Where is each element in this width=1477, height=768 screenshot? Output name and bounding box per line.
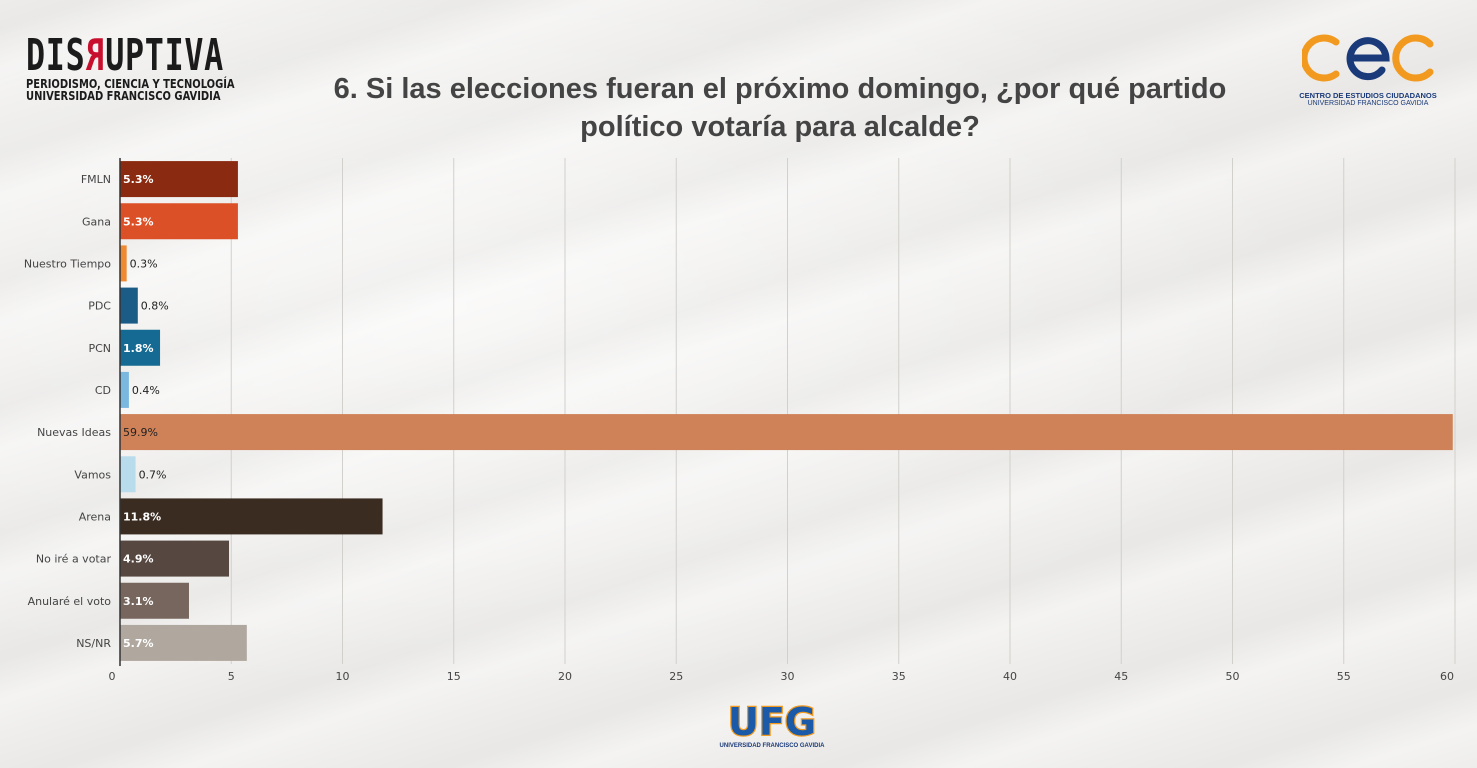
x-tick-label: 0 xyxy=(109,670,116,683)
x-tick-label: 35 xyxy=(892,670,906,683)
disruptiva-tagline: PERIODISMO, CIENCIA Y TECNOLOGÍA xyxy=(26,77,235,91)
x-tick-label: 5 xyxy=(228,670,235,683)
data-label: 0.8% xyxy=(141,300,169,313)
cec-logo-mark xyxy=(1300,34,1434,82)
x-tick-label: 55 xyxy=(1337,670,1351,683)
chart-title-line-1: 6. Si las elecciones fueran el próximo d… xyxy=(333,73,1227,105)
x-tick-label: 15 xyxy=(447,670,461,683)
category-label: Vamos xyxy=(74,468,111,481)
data-label: 5.3% xyxy=(123,173,154,186)
data-label: 59.9% xyxy=(123,426,158,439)
data-label: 4.9% xyxy=(123,553,154,566)
category-label: Anularé el voto xyxy=(28,595,112,608)
data-label: 5.3% xyxy=(123,215,154,228)
data-label: 3.1% xyxy=(123,595,154,608)
ufg-logo: UFG UNIVERSIDAD FRANCISCO GAVIDIA xyxy=(718,699,826,749)
x-tick-label: 50 xyxy=(1226,670,1240,683)
disruptiva-wordmark: DISRUPTIVA xyxy=(26,30,224,81)
ufg-logo-caption: UNIVERSIDAD FRANCISCO GAVIDIA xyxy=(719,743,825,749)
disruptiva-logo: DISRUPTIVA PERIODISMO, CIENCIA Y TECNOLO… xyxy=(26,30,236,103)
x-tick-label: 30 xyxy=(781,670,795,683)
bar xyxy=(120,161,238,198)
bar xyxy=(120,582,189,619)
data-label: 0.7% xyxy=(139,468,167,481)
bar-chart: 0 5 10 15 20 25 30 35 40 45 50 55 60 FMLN 5.3% Gana 5.3%… xyxy=(24,158,1456,683)
category-label: Arena xyxy=(79,510,111,523)
data-label: 11.8% xyxy=(123,510,161,523)
data-label: 5.7% xyxy=(123,637,154,650)
category-label: Nuevas Ideas xyxy=(37,426,111,439)
bar xyxy=(120,456,136,493)
cec-logo: CENTRO DE ESTUDIOS CIUDADANOS UNIVERSIDA… xyxy=(1298,32,1438,107)
category-label: No iré a votar xyxy=(36,553,112,566)
category-label: Nuestro Tiempo xyxy=(24,257,111,270)
bar xyxy=(120,245,127,282)
category-label: PCN xyxy=(88,342,111,355)
bar xyxy=(120,540,230,577)
x-tick-label: 40 xyxy=(1003,670,1017,683)
chart-title-line-2: político votaría para alcalde? xyxy=(580,111,980,143)
x-tick-label: 45 xyxy=(1114,670,1128,683)
x-tick-label: 60 xyxy=(1440,670,1454,683)
bar xyxy=(120,624,247,661)
category-label: CD xyxy=(95,384,111,397)
category-label: Gana xyxy=(82,215,111,228)
x-tick-label: 25 xyxy=(669,670,683,683)
cec-logo-title: CENTRO DE ESTUDIOS CIUDADANOS xyxy=(1299,91,1437,100)
bar xyxy=(120,414,1453,451)
ufg-logo-text: UFG xyxy=(728,702,816,740)
bar xyxy=(120,329,161,366)
category-label: NS/NR xyxy=(76,637,111,650)
data-label: 0.4% xyxy=(132,384,160,397)
x-tick-label: 20 xyxy=(558,670,572,683)
data-label: 0.3% xyxy=(130,257,158,270)
chart-title: 6. Si las elecciones fueran el próximo d… xyxy=(280,70,1280,146)
category-label: PDC xyxy=(88,300,111,313)
category-label: FMLN xyxy=(81,173,111,186)
bar xyxy=(120,371,129,408)
ufg-logo-mark: UFG xyxy=(727,699,818,746)
data-label: 1.8% xyxy=(123,342,154,355)
bar xyxy=(120,498,383,535)
cec-logo-university: UNIVERSIDAD FRANCISCO GAVIDIA xyxy=(1307,100,1429,107)
bar xyxy=(120,203,238,240)
bar xyxy=(120,287,138,324)
x-tick-label: 10 xyxy=(336,670,350,683)
disruptiva-university: UNIVERSIDAD FRANCISCO GAVIDIA xyxy=(26,89,221,103)
